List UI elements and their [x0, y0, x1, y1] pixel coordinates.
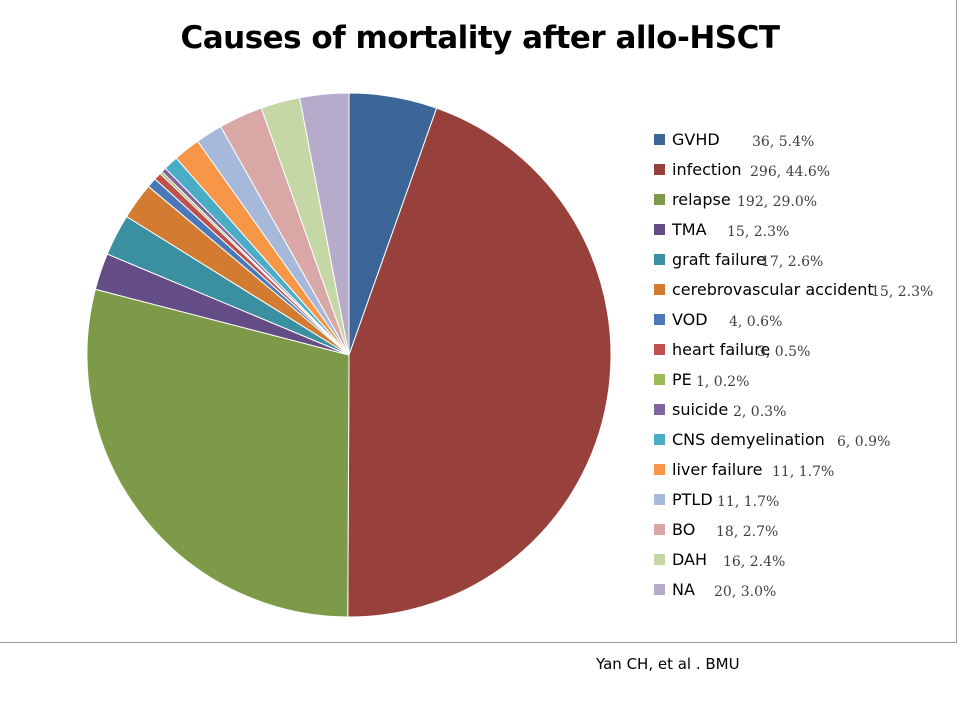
legend-value: 11, 1.7%: [717, 494, 780, 510]
legend-label: PE: [672, 370, 692, 389]
legend-label: liver failure: [672, 460, 763, 479]
legend-value: 192, 29.0%: [737, 194, 818, 210]
legend-label: TMA: [672, 220, 707, 239]
pie-chart: [86, 92, 612, 618]
legend-label: NA: [672, 580, 695, 599]
legend-swatch: [654, 524, 665, 535]
legend-label: cerebrovascular accident: [672, 280, 874, 299]
legend-value: 15, 2.3%: [727, 224, 790, 240]
legend-swatch: [654, 254, 665, 265]
legend-swatch: [654, 404, 665, 415]
legend-label: graft failure: [672, 250, 766, 269]
legend-value: 1, 0.2%: [696, 374, 750, 390]
pie-slice-infection: [347, 107, 612, 618]
legend-value: 17, 2.6%: [761, 254, 824, 270]
legend-swatch: [654, 224, 665, 235]
legend-value: 6, 0.9%: [837, 434, 891, 450]
legend-label: infection: [672, 160, 742, 179]
source-citation: Yan CH, et al . BMU: [596, 655, 740, 673]
legend-swatch: [654, 494, 665, 505]
legend-label: heart failure: [672, 340, 771, 359]
legend-swatch: [654, 374, 665, 385]
legend-value: 18, 2.7%: [716, 524, 779, 540]
legend-value: 2, 0.3%: [733, 404, 787, 420]
legend-value: 16, 2.4%: [723, 554, 786, 570]
legend-swatch: [654, 164, 665, 175]
legend-swatch: [654, 314, 665, 325]
legend-value: 36, 5.4%: [752, 134, 815, 150]
legend-value: 15, 2.3%: [871, 284, 934, 300]
legend-label: GVHD: [672, 130, 720, 149]
legend-value: 3, 0.5%: [757, 344, 811, 360]
legend-label: suicide: [672, 400, 729, 419]
legend-label: DAH: [672, 550, 708, 569]
legend-label: PTLD: [672, 490, 713, 509]
legend-swatch: [654, 434, 665, 445]
legend-swatch: [654, 134, 665, 145]
legend-swatch: [654, 194, 665, 205]
legend-swatch: [654, 284, 665, 295]
chart-frame: [0, 0, 957, 643]
pie-slice-relapse: [86, 288, 350, 618]
legend-swatch: [654, 464, 665, 475]
legend-value: 20, 3.0%: [714, 584, 777, 600]
chart-title: Causes of mortality after allo-HSCT: [180, 20, 780, 56]
legend-label: VOD: [672, 310, 708, 329]
pie-slice-na: [299, 92, 350, 356]
legend-value: 4, 0.6%: [729, 314, 783, 330]
legend-swatch: [654, 584, 665, 595]
legend-swatch: [654, 344, 665, 355]
legend-value: 11, 1.7%: [772, 464, 835, 480]
legend-value: 296, 44.6%: [750, 164, 831, 180]
legend-label: CNS demyelination: [672, 430, 825, 449]
legend-label: BO: [672, 520, 696, 539]
legend-swatch: [654, 554, 665, 565]
legend-label: relapse: [672, 190, 731, 209]
